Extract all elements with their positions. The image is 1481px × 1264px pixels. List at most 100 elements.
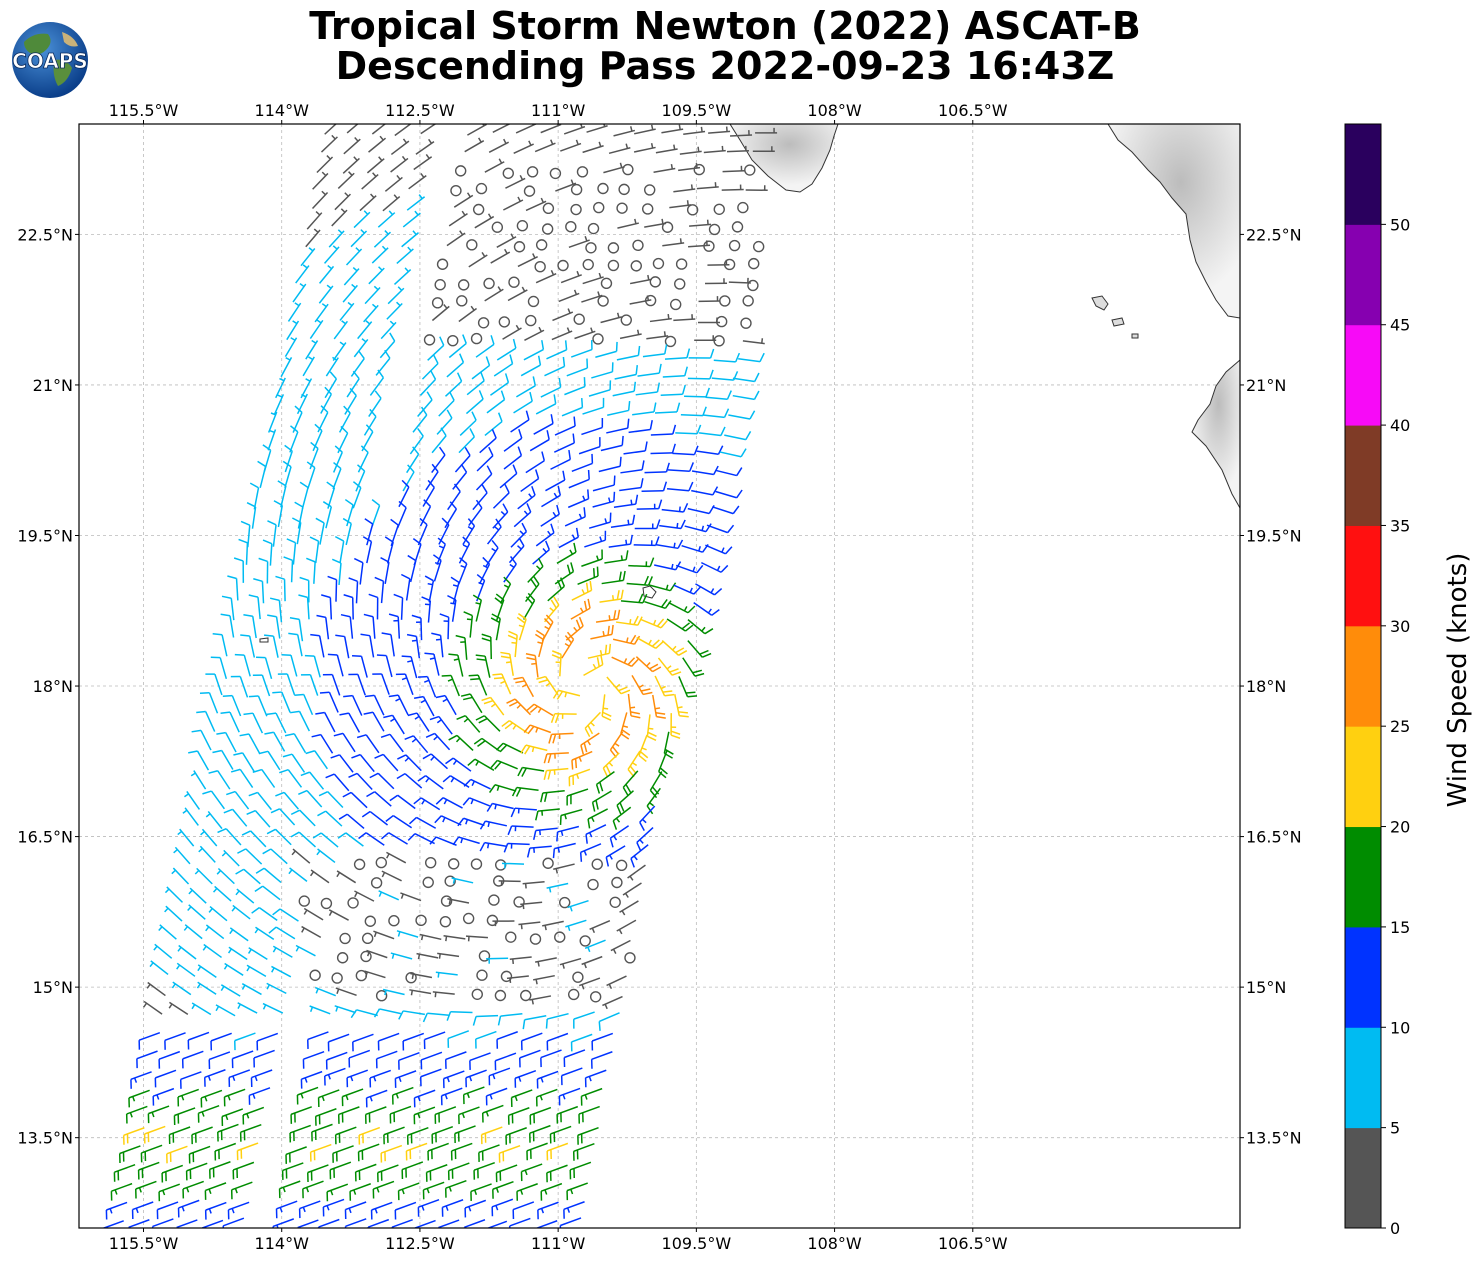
wind-barb — [570, 183, 583, 196]
wind-barb — [551, 650, 562, 677]
wind-barb — [463, 611, 474, 638]
wind-barb — [578, 977, 601, 990]
wind-barb — [316, 848, 336, 864]
wind-barb — [348, 772, 373, 790]
wind-barb — [251, 906, 278, 922]
wind-barb — [243, 613, 257, 639]
wind-barb — [463, 778, 491, 790]
axis-tick-labels: 115.5°W 115.5°W 114°W 114°W 112.5°W 112.5°W 11… — [17, 101, 1301, 1253]
wind-barb — [462, 1086, 485, 1105]
wind-barb — [191, 1126, 213, 1145]
map-background — [79, 124, 1240, 1228]
wind-barb — [288, 867, 308, 882]
wind-barb — [475, 465, 493, 491]
wind-barb — [315, 711, 336, 733]
wind-barb — [687, 619, 714, 635]
wind-barb — [598, 456, 622, 473]
wind-barb — [246, 809, 271, 828]
wind-barb — [752, 240, 765, 253]
wind-barb — [383, 1126, 405, 1145]
wind-barb — [191, 1002, 212, 1016]
wind-barb — [152, 1087, 175, 1106]
wind-barb — [620, 712, 631, 740]
wind-barb — [175, 1219, 198, 1228]
wind-barb — [438, 391, 455, 417]
wind-barb — [450, 1142, 473, 1161]
wind-barb — [168, 1126, 191, 1145]
wind-barb — [619, 478, 644, 492]
wind-barb — [360, 950, 372, 963]
wind-barb — [492, 503, 509, 529]
wind-barb — [556, 825, 580, 842]
wind-barb — [462, 797, 491, 807]
wind-barb — [458, 1106, 480, 1125]
wind-barb — [616, 919, 637, 935]
wind-barb — [581, 291, 603, 303]
wind-barb — [497, 1012, 523, 1026]
wind-barb — [364, 915, 377, 927]
wind-barb — [422, 1181, 445, 1200]
wind-barb — [481, 696, 505, 716]
wind-barb — [358, 1126, 381, 1145]
wind-barb — [298, 1200, 321, 1219]
wind-barb — [728, 239, 741, 252]
wind-barb — [237, 1002, 258, 1014]
wind-barb — [701, 561, 729, 573]
wind-barb — [252, 674, 271, 697]
wind-barb — [634, 124, 656, 135]
wind-barb — [323, 245, 340, 264]
wind-barb — [422, 876, 434, 889]
wind-barb — [506, 975, 529, 984]
wind-barb — [600, 277, 613, 290]
wind-barb — [366, 156, 385, 174]
wind-barb — [715, 315, 728, 328]
wind-barb — [366, 949, 388, 959]
wind-barb — [217, 1123, 239, 1142]
wind-barb — [535, 957, 557, 967]
wind-barb — [703, 145, 726, 154]
wind-barb — [517, 253, 538, 268]
wind-barb — [390, 952, 413, 960]
wind-barb — [510, 1089, 533, 1108]
wind-barb — [214, 1142, 237, 1161]
wind-barb — [516, 612, 527, 641]
wind-barb — [620, 460, 645, 474]
wind-barb — [336, 952, 349, 964]
wind-barb — [134, 1180, 157, 1199]
wind-barb — [382, 194, 401, 212]
wind-barb — [289, 425, 299, 453]
wind-barb — [431, 632, 444, 658]
wind-barb — [606, 418, 630, 434]
wind-barb — [564, 377, 586, 396]
wind-barb — [567, 988, 580, 1001]
wind-barb — [409, 989, 432, 996]
wind-barb — [351, 654, 368, 678]
wind-barb — [311, 733, 334, 754]
wind-barb — [558, 289, 580, 303]
wind-barb — [300, 674, 319, 696]
lon-tick-top-2: 112.5°W — [385, 101, 455, 120]
wind-barb — [405, 971, 417, 984]
wind-barb — [606, 676, 631, 695]
wind-barb — [421, 596, 432, 623]
wind-barb — [210, 656, 228, 680]
wind-barb — [752, 146, 775, 153]
wind-barb — [154, 1069, 177, 1088]
wind-barb — [737, 201, 749, 214]
wind-barb — [350, 229, 368, 248]
wind-barb — [322, 501, 333, 529]
wind-barb — [500, 970, 513, 983]
wind-barb — [357, 445, 369, 473]
wind-barb — [452, 463, 468, 490]
wind-barb — [200, 828, 218, 847]
wind-barb — [565, 616, 584, 641]
wind-barb — [618, 183, 630, 196]
wind-barb — [535, 239, 548, 251]
wind-barb — [342, 283, 358, 303]
wind-barb — [396, 500, 407, 529]
wind-barb — [317, 1218, 340, 1228]
wind-barb — [546, 1164, 568, 1183]
wind-barb — [322, 673, 341, 696]
wind-barb — [617, 218, 640, 229]
wind-barb — [523, 724, 552, 735]
